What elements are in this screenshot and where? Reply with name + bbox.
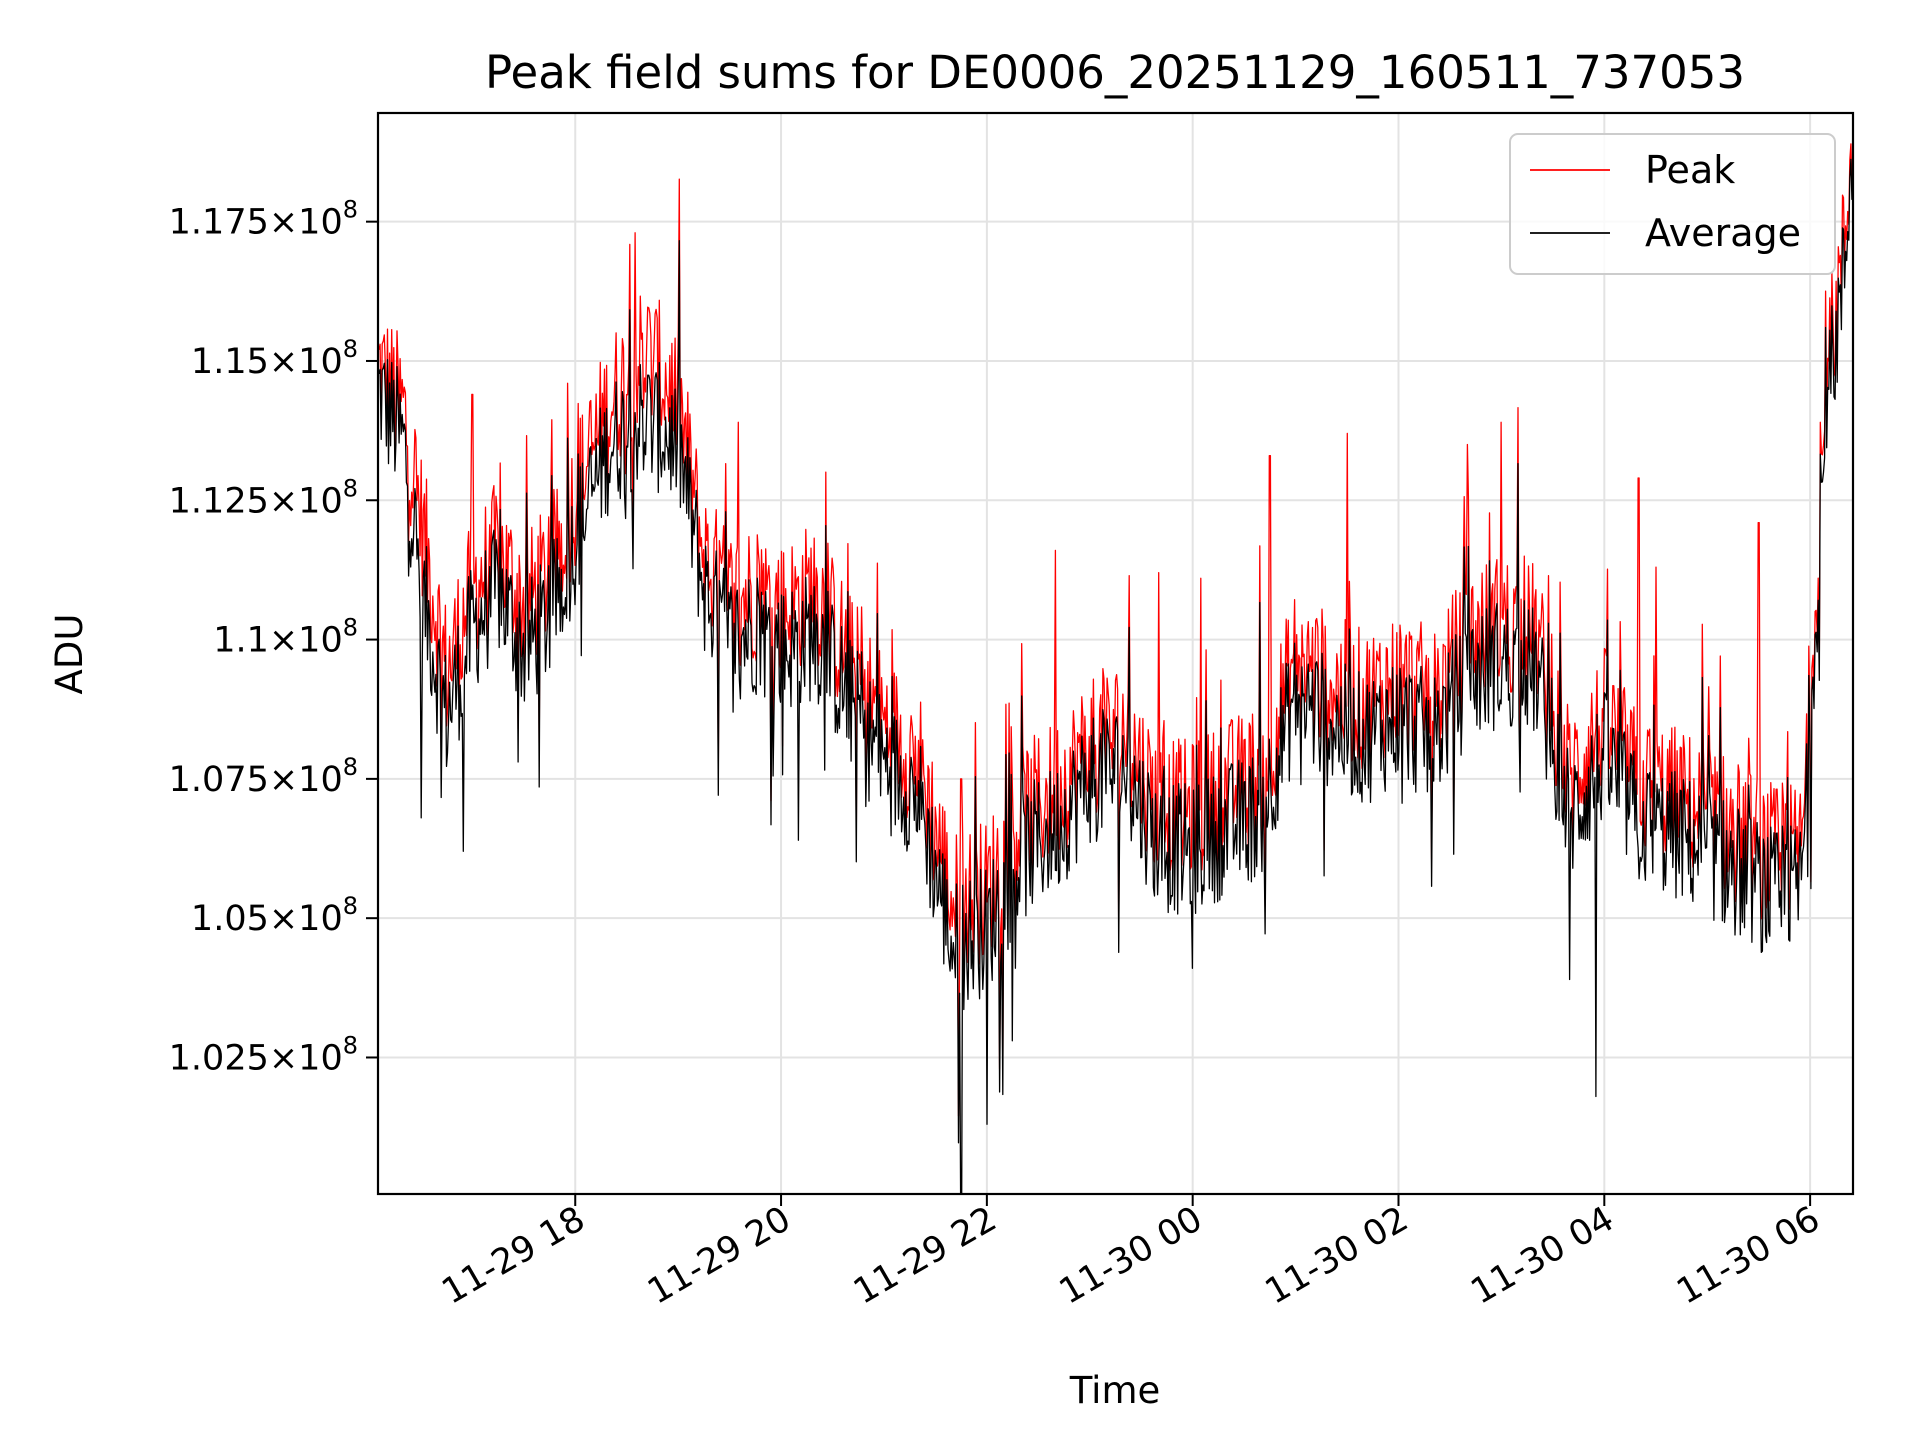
y-tick-label: 1.125×108 [169, 474, 358, 521]
y-tick-label: 1.025×108 [169, 1031, 358, 1078]
legend-label-peak: Peak [1645, 148, 1735, 192]
legend-label-average: Average [1645, 211, 1801, 255]
legend-box [1509, 133, 1836, 275]
y-tick-label: 1.175×108 [169, 196, 358, 243]
y-axis-label: ADU [48, 614, 91, 695]
legend: Peak Average [1509, 133, 1836, 275]
y-tick-label: 1.1×108 [213, 614, 358, 661]
y-axis-ticks: 1.025×108 1.05×108 1.075×108 1.1×108 1.125×1… [169, 196, 378, 1078]
y-tick-label: 1.075×108 [169, 753, 358, 800]
y-tick-label: 1.15×108 [191, 335, 358, 382]
series-layer [378, 143, 1853, 1194]
x-axis-label: Time [1069, 1369, 1161, 1412]
chart-title: Peak field sums for DE0006_20251129_1605… [485, 46, 1745, 99]
series-line-average [378, 158, 1853, 1194]
series-line-peak [378, 143, 1853, 1117]
plot-frame [376, 111, 1855, 1196]
y-tick-label: 1.05×108 [191, 892, 358, 939]
